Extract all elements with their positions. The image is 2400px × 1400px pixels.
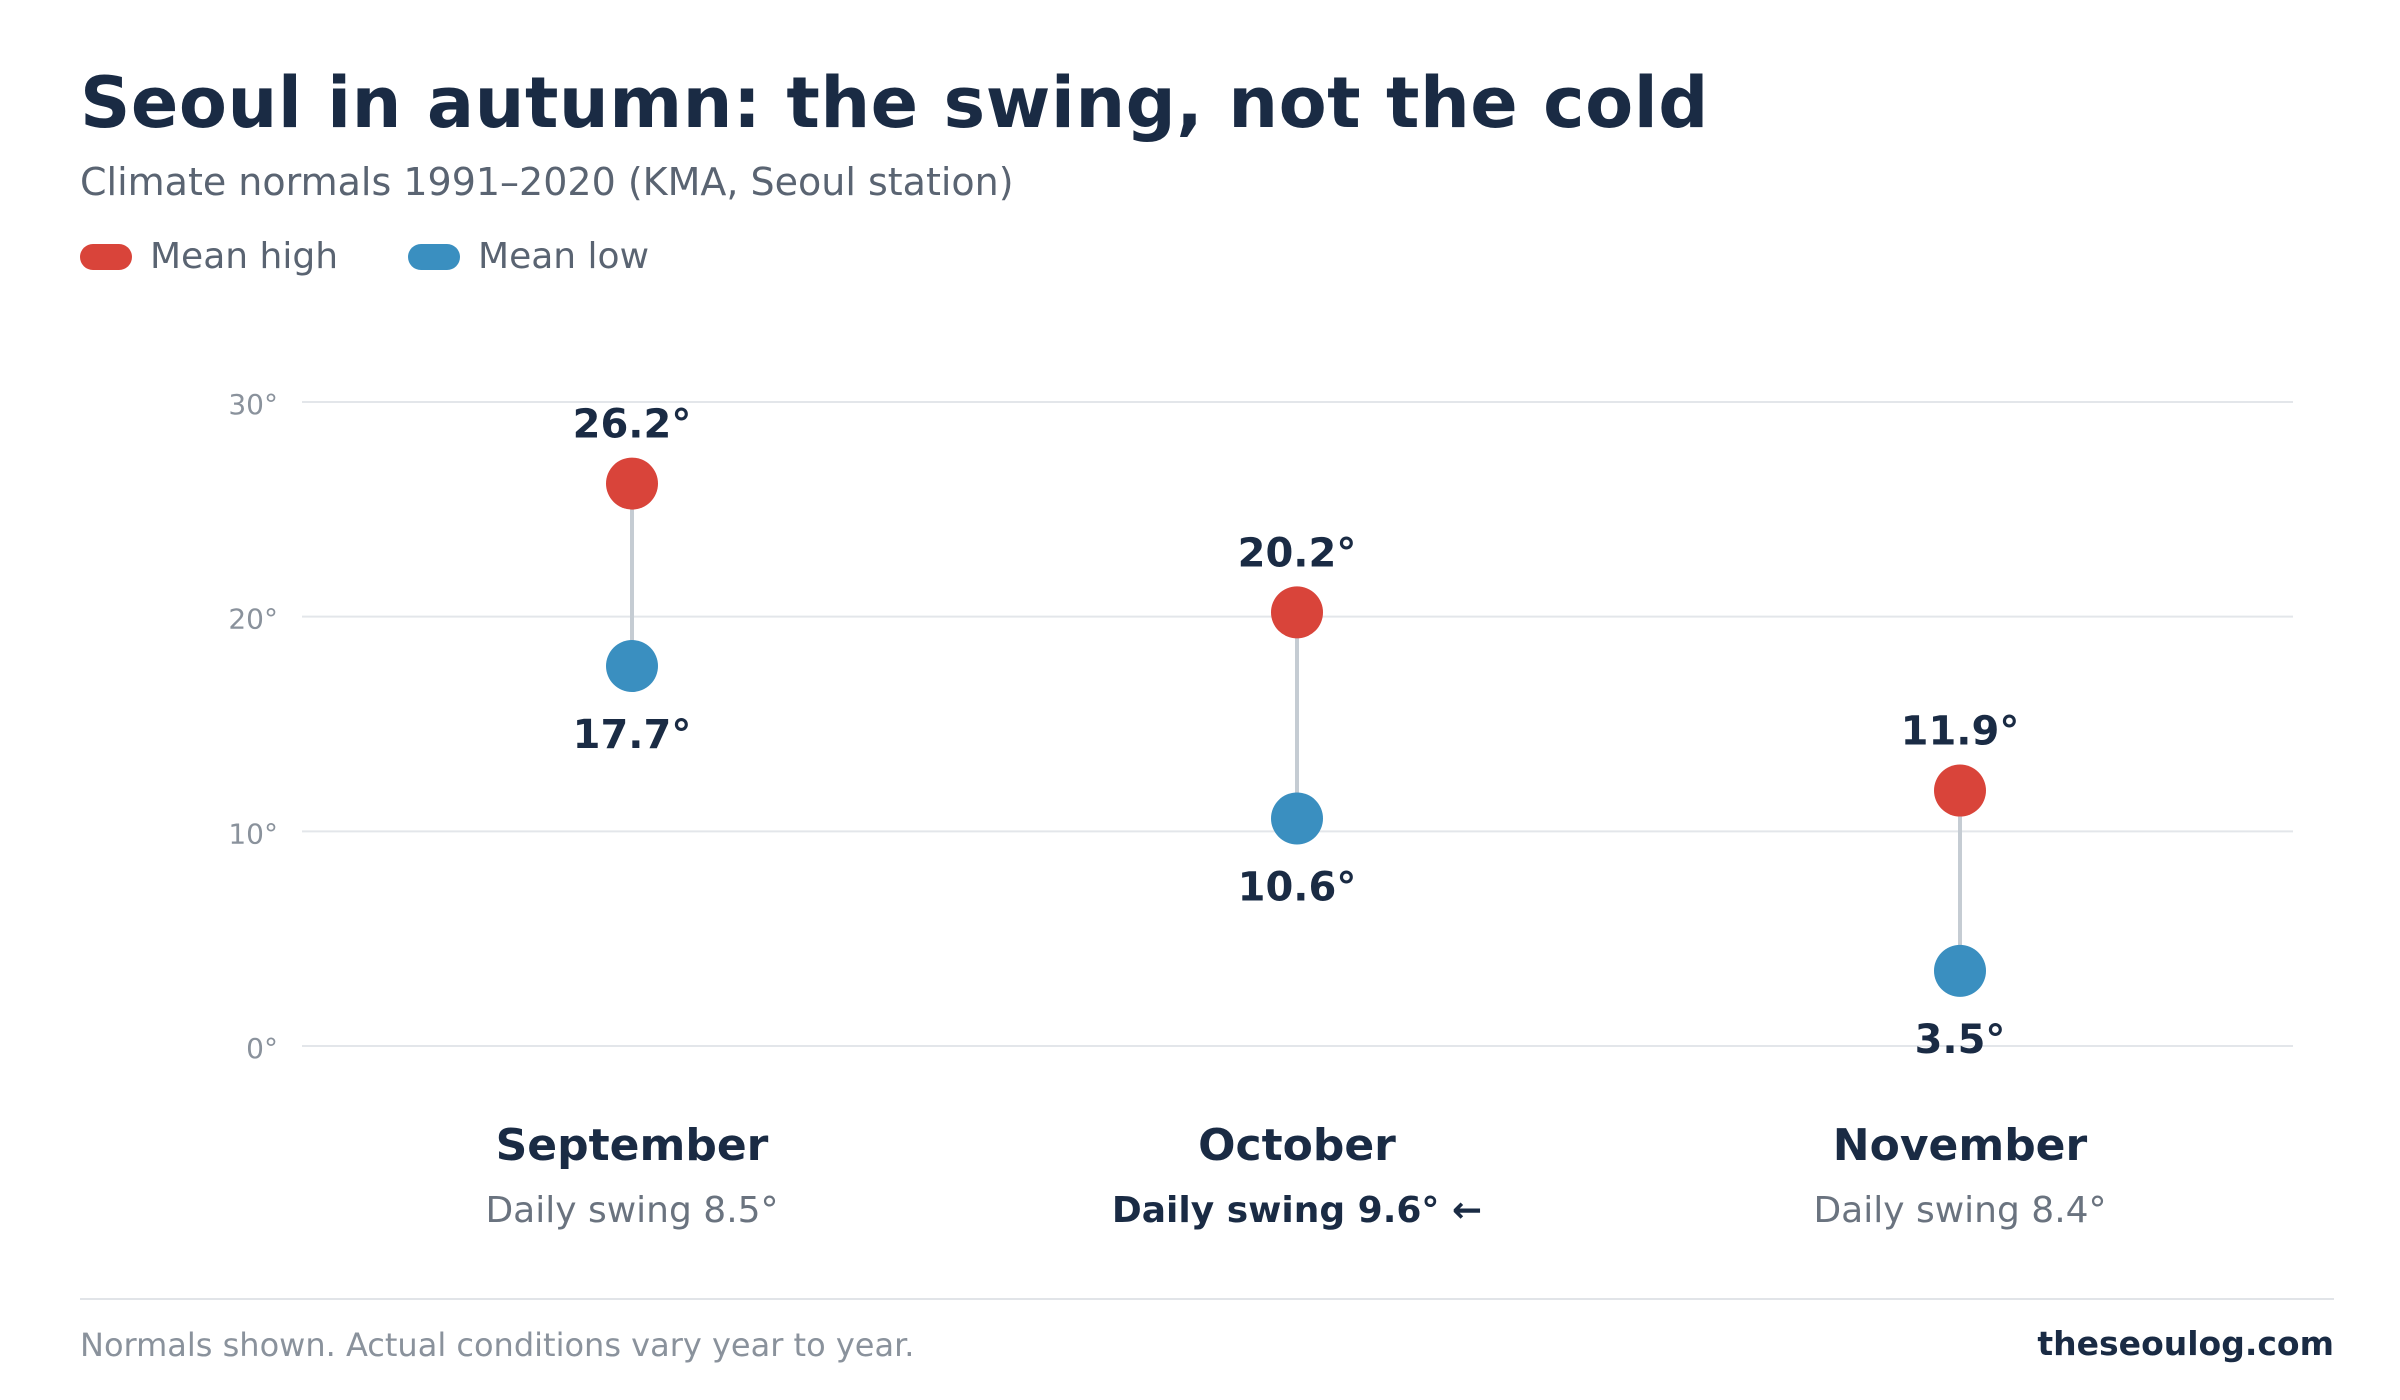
high-value-label-september: 26.2° bbox=[573, 402, 692, 448]
legend-label-low: Mean low bbox=[478, 236, 650, 277]
high-dot-november bbox=[1934, 764, 1986, 817]
footer-note: Normals shown. Actual conditions vary ye… bbox=[80, 1326, 915, 1364]
footer-divider bbox=[80, 1298, 2334, 1300]
swing-label-november: Daily swing 8.4° bbox=[1813, 1190, 2106, 1231]
low-value-label-october: 10.6° bbox=[1238, 864, 1357, 910]
low-value-label-november: 3.5° bbox=[1915, 1017, 2006, 1063]
low-value-label-september: 17.7° bbox=[573, 712, 692, 758]
legend-label-high: Mean high bbox=[150, 236, 339, 277]
y-tick-label-0: 0° bbox=[246, 1032, 278, 1065]
legend-swatch-low bbox=[408, 243, 461, 270]
category-label-september: September bbox=[496, 1120, 769, 1171]
y-tick-label-30: 30° bbox=[228, 388, 278, 421]
high-dot-october bbox=[1271, 586, 1323, 639]
low-dot-november bbox=[1934, 944, 1986, 997]
high-value-label-november: 11.9° bbox=[1901, 709, 2020, 755]
legend-item-low: Mean low bbox=[408, 236, 649, 277]
low-dot-october bbox=[1271, 792, 1323, 845]
high-value-label-october: 20.2° bbox=[1238, 530, 1357, 576]
chart-title: Seoul in autumn: the swing, not the cold bbox=[80, 62, 1709, 144]
legend-swatch-high bbox=[80, 243, 132, 270]
footer-brand: theseoulog.com bbox=[2037, 1324, 2334, 1363]
legend: Mean high Mean low bbox=[80, 236, 649, 277]
category-label-november: November bbox=[1833, 1120, 2088, 1171]
category-label-october: October bbox=[1198, 1120, 1396, 1171]
y-tick-label-20: 20° bbox=[228, 603, 278, 636]
swing-label-september: Daily swing 8.5° bbox=[485, 1190, 778, 1231]
high-dot-september bbox=[606, 457, 658, 510]
y-tick-label-10: 10° bbox=[228, 817, 278, 850]
legend-item-high: Mean high bbox=[80, 236, 338, 277]
low-dot-september bbox=[606, 640, 658, 693]
chart-subtitle: Climate normals 1991–2020 (KMA, Seoul st… bbox=[80, 160, 1014, 204]
swing-label-october: Daily swing 9.6° ← bbox=[1112, 1190, 1482, 1231]
